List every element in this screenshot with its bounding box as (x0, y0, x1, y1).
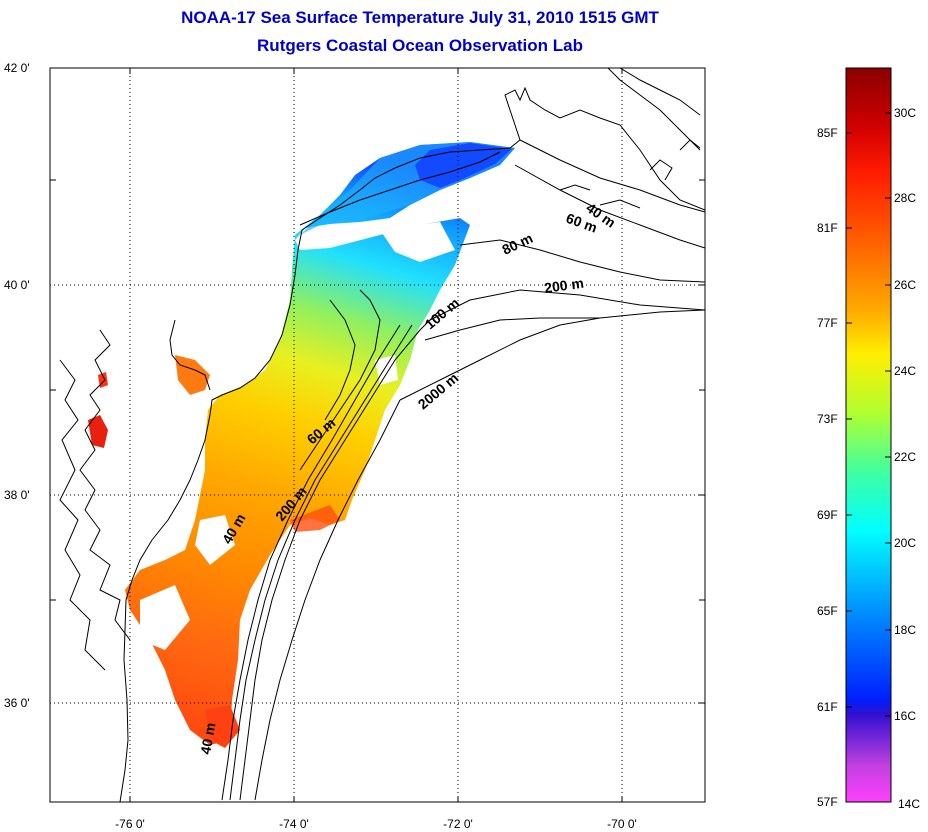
coastline (119, 86, 705, 802)
sst-offshore-warm (290, 505, 340, 532)
sst-delaware-bay (175, 355, 210, 395)
lat-label-38: 38 0' (4, 488, 30, 502)
cloud-gap-4 (375, 355, 398, 385)
lon-label-70: -70 0' (607, 817, 637, 831)
lon-label-76: -76 0' (115, 817, 145, 831)
frame-ticks (50, 68, 705, 802)
chesapeake-west-shore (59, 319, 211, 671)
cb-label-22c: 22C (894, 450, 916, 464)
map-title: NOAA-17 Sea Surface Temperature July 31,… (181, 8, 659, 27)
sst-swath-main (125, 142, 515, 745)
cb-label-81f: 81F (817, 221, 838, 235)
cb-label-24c: 24C (894, 364, 916, 378)
cb-label-85f: 85F (817, 126, 838, 140)
cb-label-69f: 69F (817, 508, 838, 522)
cloud-gap-1 (380, 222, 455, 262)
cb-label-14c: 14C (898, 797, 920, 811)
cloud-gap-2 (140, 585, 190, 650)
lat-label-42: 42 0' (4, 61, 30, 75)
long-island-shore (299, 151, 501, 226)
colorbar-ticks (846, 112, 891, 717)
cb-label-65f: 65F (817, 604, 838, 618)
cb-label-16c: 16C (894, 709, 916, 723)
map-subtitle: Rutgers Coastal Ocean Observation Lab (257, 36, 583, 55)
new-england-islands (559, 139, 701, 209)
cb-label-77f: 77F (817, 316, 838, 330)
map-content: 40 m 60 m 80 m 200 m 100 m 2000 m 60 m 2… (50, 68, 705, 802)
cb-label-20c: 20C (894, 536, 916, 550)
contour-label-200m-north: 200 m (543, 275, 585, 296)
cb-label-18c: 18C (894, 623, 916, 637)
lon-label-74: -74 0' (279, 817, 309, 831)
cb-label-30c: 30C (894, 106, 916, 120)
sst-chesapeake-red (88, 415, 108, 448)
cb-label-26c: 26C (894, 278, 916, 292)
cb-label-28c: 28C (894, 191, 916, 205)
cb-label-61f: 61F (817, 700, 838, 714)
cb-label-57f: 57F (817, 795, 838, 809)
contour-label-40m-south: 40 m (197, 721, 218, 755)
colorbar (845, 67, 892, 803)
cb-label-73f: 73F (817, 412, 838, 426)
lat-label-40: 40 0' (4, 278, 30, 292)
lon-label-72: -72 0' (443, 817, 473, 831)
cloud-gap-3 (195, 515, 235, 565)
lat-label-36: 36 0' (4, 696, 30, 710)
bathymetry-contours (221, 68, 705, 801)
